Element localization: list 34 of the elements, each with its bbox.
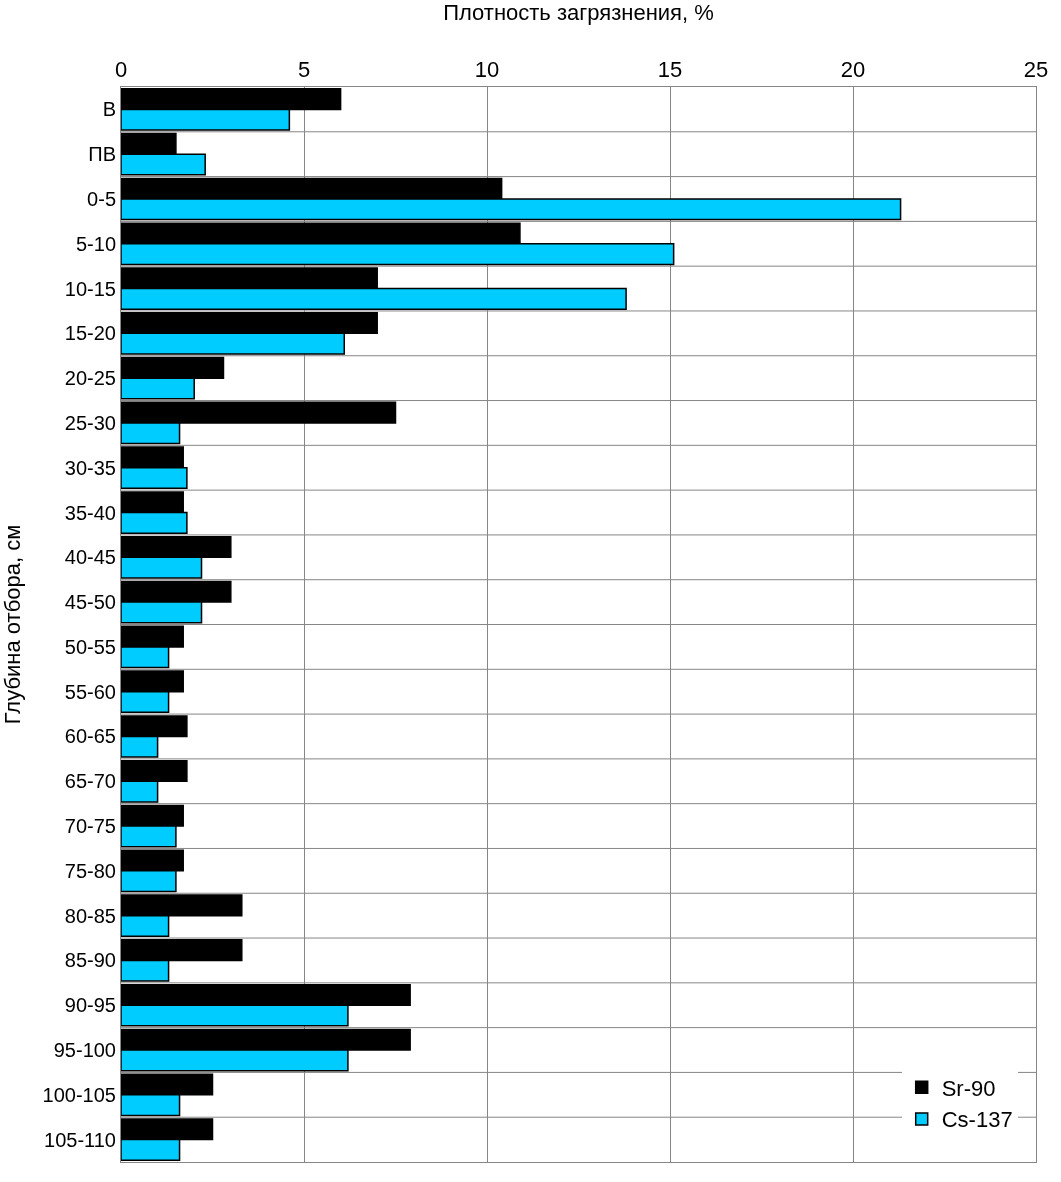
y-tick-label: 70-75 — [64, 815, 116, 838]
y-tick-label: 50-55 — [64, 635, 116, 658]
x-tick-label: 15 — [657, 57, 683, 83]
y-tick-label: 20-25 — [64, 367, 116, 390]
y-tick-label: 90-95 — [64, 994, 116, 1017]
y-tick-label: 35-40 — [64, 501, 116, 524]
y-axis-title: Глубина отбора, см — [0, 524, 26, 725]
y-tick-label: 65-70 — [64, 770, 116, 793]
y-tick-label: 0-5 — [87, 187, 116, 210]
y-tick-label: 80-85 — [64, 904, 116, 927]
x-tick-label: 5 — [297, 57, 311, 83]
y-tick-label: 85-90 — [64, 949, 116, 972]
y-tick-label: 30-35 — [64, 456, 116, 479]
x-tick-label: 25 — [1023, 57, 1049, 83]
x-tick-label: 0 — [114, 57, 128, 83]
y-tick-label: 45-50 — [64, 591, 116, 614]
y-tick-label: 15-20 — [64, 322, 116, 345]
x-tick-label: 10 — [474, 57, 500, 83]
y-tick-label: 10-15 — [64, 277, 116, 300]
y-tick-label: 25-30 — [64, 411, 116, 434]
y-tick-label: В — [102, 98, 116, 121]
legend-label: Sr-90 — [941, 1075, 996, 1101]
y-tick-label: ПВ — [88, 143, 116, 166]
x-axis-title: Плотность загрязнения, % — [443, 0, 714, 25]
y-tick-label: 60-65 — [64, 725, 116, 748]
legend-label: Cs-137 — [941, 1107, 1013, 1133]
y-tick-label: 5-10 — [75, 232, 116, 255]
y-tick-label: 75-80 — [64, 859, 116, 882]
y-tick-label: 95-100 — [53, 1039, 116, 1062]
y-tick-label: 105-110 — [44, 1128, 116, 1151]
x-tick-label: 20 — [840, 57, 866, 83]
y-tick-label: 40-45 — [64, 546, 116, 569]
y-tick-label: 100-105 — [42, 1083, 116, 1106]
y-tick-label: 55-60 — [64, 680, 116, 703]
